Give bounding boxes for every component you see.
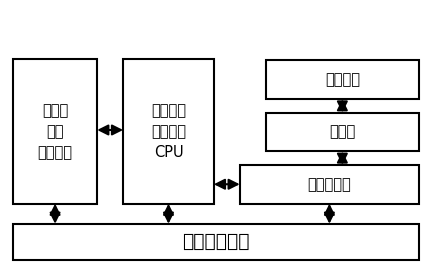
Text: 应用程序
操作系统
CPU: 应用程序 操作系统 CPU <box>151 103 186 160</box>
Text: 介质访问层: 介质访问层 <box>308 177 351 192</box>
Text: 传感器
模块
外扩接口: 传感器 模块 外扩接口 <box>38 103 73 160</box>
Bar <box>266 113 419 151</box>
Text: 物理层: 物理层 <box>329 125 356 139</box>
Bar <box>240 165 419 204</box>
Text: 射频模块: 射频模块 <box>325 72 360 87</box>
Text: 能源供应模块: 能源供应模块 <box>182 232 250 251</box>
Bar <box>266 60 419 99</box>
Bar <box>123 59 214 204</box>
Bar <box>13 224 419 260</box>
Bar <box>13 59 97 204</box>
